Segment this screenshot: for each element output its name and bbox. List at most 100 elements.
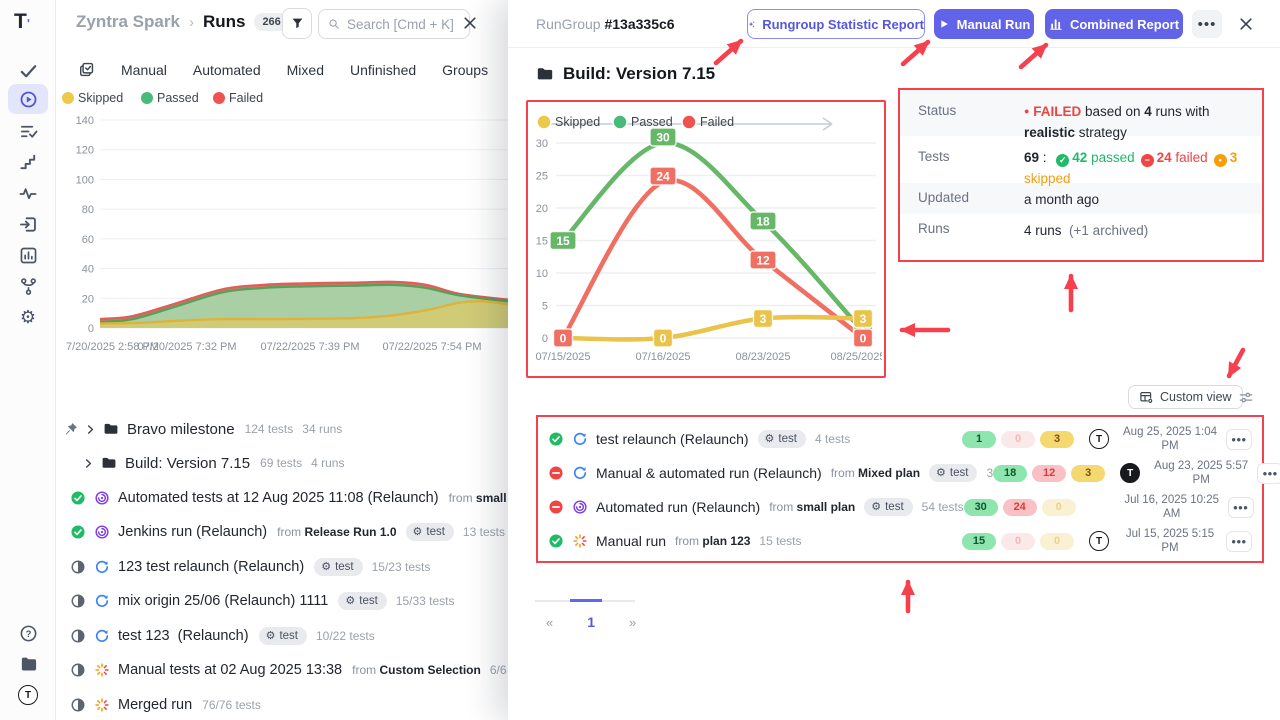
- passed-badge: 15: [962, 532, 996, 550]
- in-progress-status-icon: [70, 628, 86, 644]
- user-avatar[interactable]: T: [17, 684, 39, 706]
- run-date: Jul 15, 2025 5:15 PM: [1125, 527, 1215, 554]
- list-item-run[interactable]: Merged run 76/76 tests: [70, 692, 270, 718]
- run-row-menu-button[interactable]: •••: [1227, 496, 1254, 518]
- pagination-prev[interactable]: «: [546, 614, 554, 630]
- run-row[interactable]: test relaunch (Relaunch) ⚙ test 4 tests 1…: [544, 422, 1256, 456]
- run-row[interactable]: Manual & automated run (Relaunch) from M…: [544, 456, 1280, 490]
- item-tests-count: 69 tests: [260, 456, 303, 470]
- pagination: « 1 »: [540, 612, 642, 632]
- svg-text:5: 5: [542, 301, 548, 313]
- nav-settings-gear-icon[interactable]: ⚙: [19, 307, 37, 327]
- svg-text:15: 15: [556, 234, 570, 248]
- nav-analytics-icon[interactable]: [17, 182, 39, 204]
- run-owner-avatar: T: [1089, 429, 1109, 449]
- failed-mini-icon: −: [1140, 154, 1154, 168]
- docs-icon[interactable]: [17, 653, 39, 675]
- in-progress-status-icon: [70, 559, 86, 575]
- passed-status-icon: [70, 524, 86, 540]
- run-date: Aug 25, 2025 1:04 PM: [1123, 425, 1217, 452]
- nav-tests-icon[interactable]: [17, 60, 39, 82]
- panel-more-menu-button[interactable]: •••: [1192, 10, 1222, 38]
- svg-text:30: 30: [656, 131, 670, 145]
- nav-pulls-icon[interactable]: [17, 213, 39, 235]
- svg-text:Skipped: Skipped: [555, 115, 600, 129]
- nav-reports-icon[interactable]: [17, 244, 39, 266]
- breadcrumb: Zyntra Spark › Runs 266: [76, 12, 289, 32]
- relaunch-sync-icon: [572, 465, 588, 481]
- passed-status-icon: [548, 431, 564, 447]
- run-row-menu-button[interactable]: •••: [1257, 462, 1280, 484]
- automated-run-icon: [94, 490, 110, 506]
- panel-close-icon[interactable]: [1238, 16, 1254, 32]
- table-settings-icon: [1139, 390, 1154, 405]
- failed-badge: 24: [1002, 498, 1037, 516]
- panel-header: RunGroup #13a335c6 Rungroup Statistic Re…: [508, 0, 1280, 48]
- svg-text:25: 25: [536, 171, 548, 183]
- svg-text:100: 100: [76, 174, 94, 186]
- nav-runs-icon[interactable]: [17, 88, 39, 110]
- run-row[interactable]: Manual run from plan 123 15 tests 15 0 0…: [544, 524, 1256, 558]
- select-all-icon[interactable]: [78, 61, 95, 78]
- breadcrumb-separator: ›: [188, 13, 194, 31]
- list-item-milestone[interactable]: Bravo milestone 124 tests 34 runs: [64, 409, 512, 442]
- summary-row-tests: Tests 69 : ✓ 42 passed −24 failed • 3 skippe…: [918, 149, 1238, 186]
- close-search-icon[interactable]: [462, 15, 478, 31]
- search-field[interactable]: [318, 9, 470, 39]
- svg-text:3: 3: [860, 312, 867, 326]
- relaunch-sync-icon: [94, 628, 110, 644]
- list-item-run[interactable]: Manual tests at 02 Aug 2025 13:38 from C…: [70, 657, 544, 683]
- passed-badge: 1: [962, 430, 996, 448]
- item-tests-count: 124 tests: [244, 422, 294, 436]
- chevron-right-icon[interactable]: [82, 457, 95, 470]
- run-row-menu-button[interactable]: •••: [1226, 530, 1252, 552]
- list-item-run[interactable]: test 123 (Relaunch) ⚙ test 10/22 tests: [70, 623, 384, 649]
- filter-button[interactable]: [282, 8, 312, 39]
- svg-text:Failed: Failed: [700, 115, 734, 129]
- result-badges: 15 0 0: [962, 532, 1074, 550]
- result-badges: 18 12 3: [993, 464, 1106, 482]
- tab-groups[interactable]: Groups: [442, 61, 489, 78]
- breadcrumb-section[interactable]: Runs: [202, 12, 246, 31]
- nav-branches-icon[interactable]: [17, 275, 39, 297]
- pagination-next[interactable]: »: [629, 614, 637, 630]
- in-progress-status-icon: [70, 662, 86, 678]
- icon-rail: T' ⚙ T: [0, 0, 56, 720]
- list-item-folder[interactable]: Build: Version 7.15 69 tests 4 runs: [82, 450, 353, 476]
- breadcrumb-project[interactable]: Zyntra Spark: [76, 12, 180, 31]
- tab-manual[interactable]: Manual: [121, 61, 167, 78]
- skipped-badge: 0: [1041, 498, 1076, 516]
- combined-report-button[interactable]: Combined Report: [1045, 9, 1183, 39]
- help-icon[interactable]: [17, 622, 39, 644]
- app-logo[interactable]: T': [14, 10, 30, 33]
- rungroup-statistic-report-button[interactable]: Rungroup Statistic Report: [747, 9, 925, 39]
- rungroup-panel: RunGroup #13a335c6 Rungroup Statistic Re…: [508, 0, 1280, 720]
- search-input[interactable]: [346, 16, 460, 32]
- item-tests-count: 76/76 tests: [202, 698, 261, 712]
- view-options-sliders-icon[interactable]: [1238, 390, 1254, 405]
- custom-view-button[interactable]: Custom view: [1128, 385, 1243, 409]
- test-tag-pill: ⚙test: [864, 498, 913, 516]
- list-item-run[interactable]: 123 test relaunch (Relaunch) ⚙ test 15/23…: [70, 554, 439, 580]
- chevron-right-icon[interactable]: [84, 423, 97, 436]
- tab-mixed[interactable]: Mixed: [286, 61, 324, 78]
- list-item-run[interactable]: mix origin 25/06 (Relaunch) 1111 ⚙ test 1…: [70, 588, 464, 614]
- svg-text:15: 15: [536, 236, 548, 248]
- item-tests-count: 15/33 tests: [395, 594, 455, 608]
- svg-text:120: 120: [76, 145, 94, 157]
- run-row-menu-button[interactable]: •••: [1226, 428, 1252, 450]
- list-item-run[interactable]: Jenkins run (Relaunch) from Release Run …: [70, 519, 514, 545]
- svg-text:0: 0: [660, 332, 667, 346]
- manual-run-button[interactable]: Manual Run: [934, 9, 1034, 39]
- tab-automated[interactable]: Automated: [192, 61, 261, 78]
- skipped-mini-icon: •: [1213, 154, 1227, 168]
- nav-milestones-icon[interactable]: [17, 151, 39, 173]
- item-title: Build: Version 7.15: [125, 454, 251, 472]
- tab-unfinished[interactable]: Unfinished: [350, 61, 417, 78]
- item-title: Bravo milestone: [127, 420, 235, 438]
- pagination-page-1[interactable]: 1: [587, 614, 596, 630]
- item-title: Automated tests at 12 Aug 2025 11:08 (Re…: [118, 490, 439, 506]
- nav-plans-icon[interactable]: [17, 120, 39, 142]
- run-owner-avatar: T: [1120, 463, 1141, 483]
- run-row[interactable]: Automated run (Relaunch) from small plan…: [544, 490, 1256, 524]
